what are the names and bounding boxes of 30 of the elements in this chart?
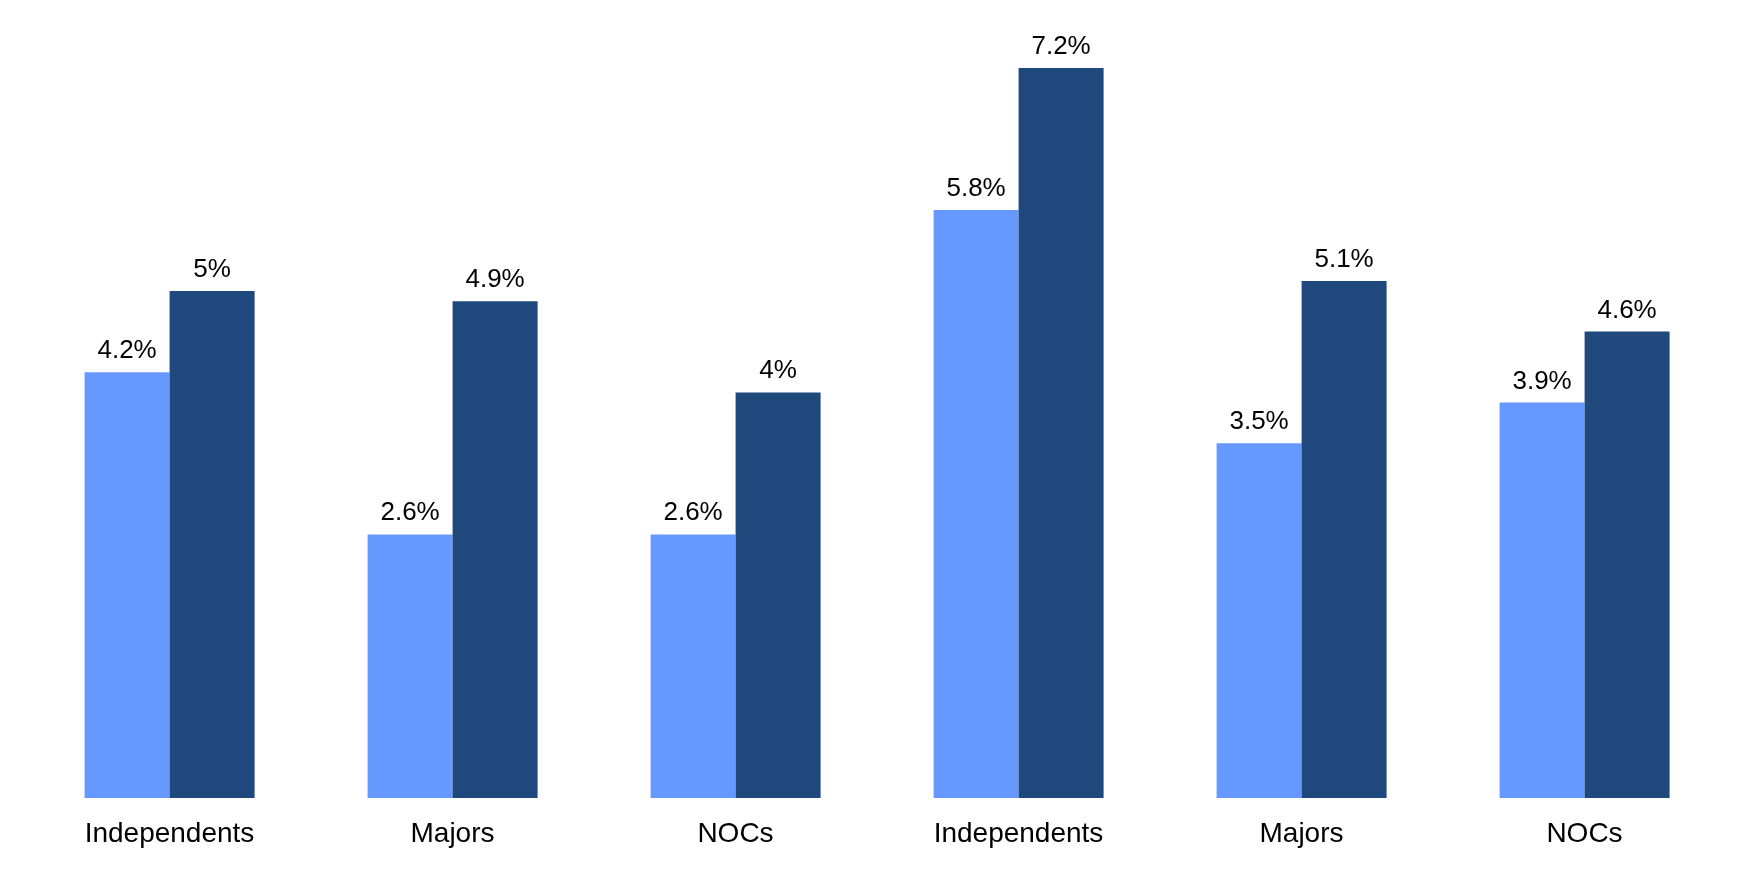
bar [1499, 402, 1585, 798]
data-label: 2.6% [663, 496, 723, 527]
bar [84, 372, 170, 798]
data-label: 2.6% [380, 496, 440, 527]
bar [933, 209, 1019, 798]
data-label: 7.2% [1031, 30, 1091, 60]
bar [367, 534, 453, 798]
x-tick-label: Independents [84, 816, 255, 848]
x-tick-label: Independents [933, 816, 1104, 848]
data-label: 4.9% [465, 263, 525, 294]
data-label: 5.1% [1314, 242, 1374, 273]
data-label: 4.2% [97, 334, 157, 365]
bar [1018, 68, 1104, 798]
data-label: 3.5% [1229, 405, 1289, 436]
x-tick-label: NOCs [1546, 816, 1623, 848]
bar [735, 392, 821, 798]
bar [1301, 280, 1387, 798]
x-tick-label: Majors [1259, 816, 1344, 848]
data-label: 4% [759, 354, 797, 385]
bar [169, 291, 255, 798]
data-label: 5.8% [946, 171, 1006, 202]
bar [452, 301, 538, 798]
data-label: 4.6% [1597, 293, 1657, 324]
bar [1216, 443, 1302, 798]
bar [650, 534, 736, 798]
x-tick-label: NOCs [697, 816, 774, 848]
x-tick-label: Majors [410, 816, 495, 848]
data-label: 3.9% [1512, 364, 1572, 395]
data-label: 5% [193, 253, 231, 284]
bar [1584, 331, 1670, 798]
